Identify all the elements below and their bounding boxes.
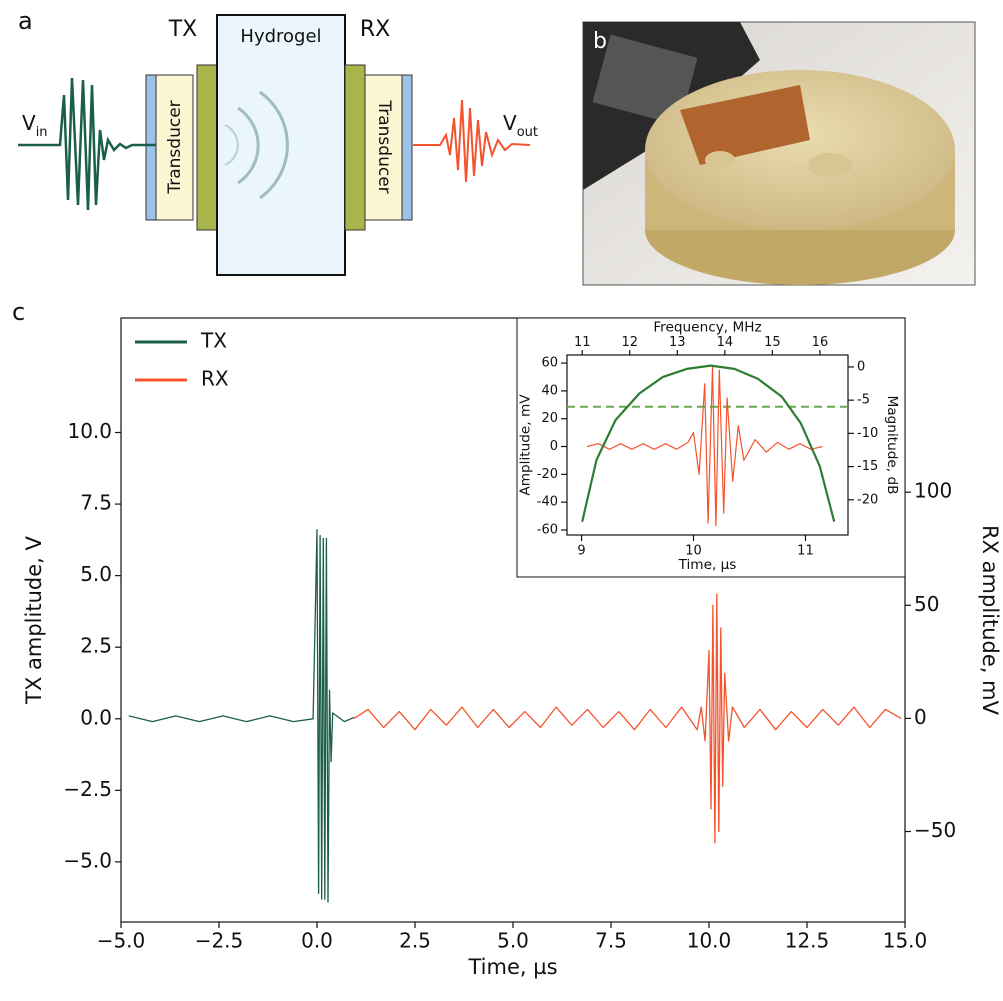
photo — [582, 21, 976, 286]
y-tick-label: −5.0 — [63, 848, 112, 872]
y2-tick-label: -15 — [857, 459, 878, 474]
x-axis-label: Time, µs — [678, 557, 737, 573]
x2-tick-label: 13 — [669, 335, 686, 350]
y2-tick-label: 0 — [914, 705, 927, 729]
y-tick-label: 40 — [541, 383, 558, 398]
y-tick-label: 2.5 — [80, 634, 112, 658]
y-axis-label: Amplitude, mV — [517, 394, 533, 496]
x-tick-label: 15.0 — [883, 929, 928, 953]
series-line — [128, 529, 355, 903]
x-tick-label: 2.5 — [399, 929, 431, 953]
x-axis-label: Time, µs — [467, 955, 557, 979]
y-tick-label: 7.5 — [80, 491, 112, 515]
panel-label: a — [18, 7, 33, 35]
x-tick-label: 7.5 — [595, 929, 627, 953]
y-tick-label: 10.0 — [67, 419, 112, 443]
y2-tick-label: -10 — [857, 426, 878, 441]
y2-tick-label: -5 — [857, 393, 870, 408]
medium-label: Hydrogel — [240, 26, 321, 47]
input-subscript: in — [36, 125, 48, 140]
x-tick-label: 5.0 — [497, 929, 529, 953]
rx-label: RX — [360, 17, 390, 42]
y-tick-label: 0.0 — [80, 705, 112, 729]
output-symbol: V — [503, 111, 517, 135]
inset-plot-frame — [566, 354, 849, 536]
x2-tick-label: 12 — [621, 335, 638, 350]
y2-tick-label: 0 — [857, 359, 865, 374]
y2-tick-label: -20 — [857, 492, 878, 507]
y-tick-label: 0 — [550, 439, 558, 454]
y2-tick-label: −50 — [914, 818, 956, 842]
y-axis-label: TX amplitude, V — [22, 536, 46, 705]
y-tick-label: −2.5 — [63, 777, 112, 801]
panel-label: c — [12, 298, 25, 326]
x-tick-label: 11 — [797, 543, 814, 558]
panel-label: b — [593, 29, 607, 54]
output-subscript: out — [517, 125, 538, 140]
transducer-label: Transducer — [374, 99, 394, 193]
x2-tick-label: 16 — [812, 335, 829, 350]
input-label: Vin — [22, 111, 48, 140]
x2-tick-label: 15 — [764, 335, 781, 350]
input-symbol: V — [22, 111, 36, 135]
series-line — [581, 364, 836, 522]
y-tick-label: -40 — [537, 495, 558, 510]
x-tick-label: 10 — [685, 543, 702, 558]
y2-axis-label: Magnitude, dB — [884, 396, 900, 495]
y-tick-label: 20 — [541, 411, 558, 426]
legend-label: TX — [200, 329, 227, 353]
y-tick-label: -20 — [537, 467, 558, 482]
x-tick-label: −2.5 — [195, 929, 244, 953]
schematic — [18, 14, 531, 276]
x-tick-label: 9 — [577, 543, 585, 558]
transducer-label: Transducer — [165, 100, 185, 194]
series-line — [587, 366, 823, 527]
x-tick-label: 10.0 — [687, 929, 732, 953]
x2-tick-label: 11 — [574, 335, 591, 350]
tx-label: TX — [168, 17, 198, 42]
y2-axis-label: RX amplitude, mV — [978, 525, 1002, 716]
y-tick-label: 5.0 — [80, 562, 112, 586]
y2-tick-label: 50 — [914, 592, 939, 616]
inset-frame — [516, 317, 906, 578]
y-tick-label: -60 — [537, 522, 558, 537]
x2-tick-label: 14 — [717, 335, 734, 350]
x-tick-label: 0.0 — [301, 929, 333, 953]
x-tick-label: 12.5 — [785, 929, 830, 953]
output-label: Vout — [503, 111, 538, 140]
y-tick-label: 60 — [541, 356, 558, 371]
y2-tick-label: 100 — [914, 479, 952, 503]
x2-axis-label: Frequency, MHz — [653, 320, 761, 336]
x-tick-label: −5.0 — [97, 929, 146, 953]
series-line — [353, 593, 902, 844]
legend-label: RX — [201, 367, 229, 391]
